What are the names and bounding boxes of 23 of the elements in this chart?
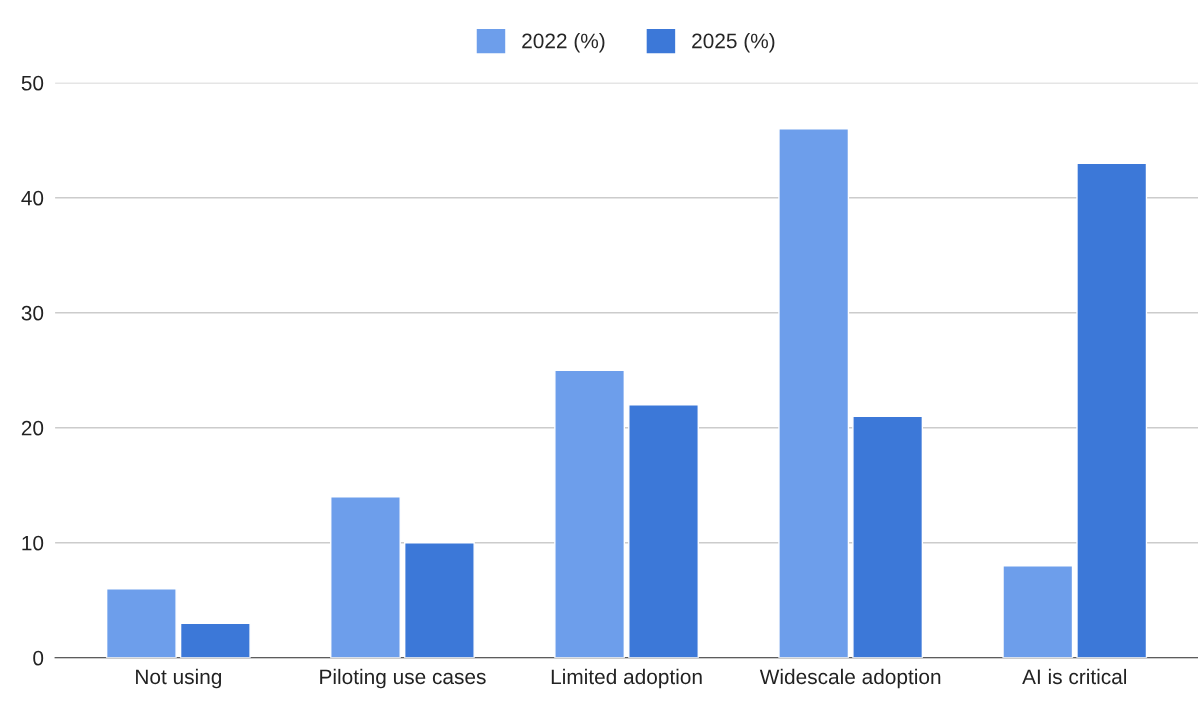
y-tick-label: 20 bbox=[21, 420, 44, 436]
legend-label: 2025 (%) bbox=[692, 33, 775, 53]
y-tick-label: 10 bbox=[22, 535, 44, 551]
bar bbox=[330, 496, 401, 658]
x-tick-label: Widescale adoption bbox=[759, 668, 941, 689]
bar bbox=[852, 415, 924, 658]
x-tick-label: Not using bbox=[136, 668, 222, 689]
y-tick-label: 30 bbox=[21, 305, 44, 321]
y-tick-label: 0 bbox=[33, 650, 44, 666]
bar bbox=[404, 542, 475, 658]
bar bbox=[1076, 162, 1148, 658]
y-tick-label: 50 bbox=[21, 75, 44, 91]
bar bbox=[554, 369, 626, 658]
bar bbox=[628, 404, 699, 658]
bar bbox=[179, 622, 251, 658]
y-tick-label: 40 bbox=[21, 190, 44, 206]
legend-label: 2022 (%) bbox=[522, 33, 605, 53]
bar bbox=[778, 128, 850, 658]
x-tick-label: AI is critical bbox=[1022, 668, 1127, 685]
x-tick-label: Limited adoption bbox=[551, 668, 702, 689]
bar bbox=[1002, 565, 1074, 658]
x-tick-label: Piloting use cases bbox=[320, 668, 486, 689]
bar bbox=[105, 588, 177, 658]
